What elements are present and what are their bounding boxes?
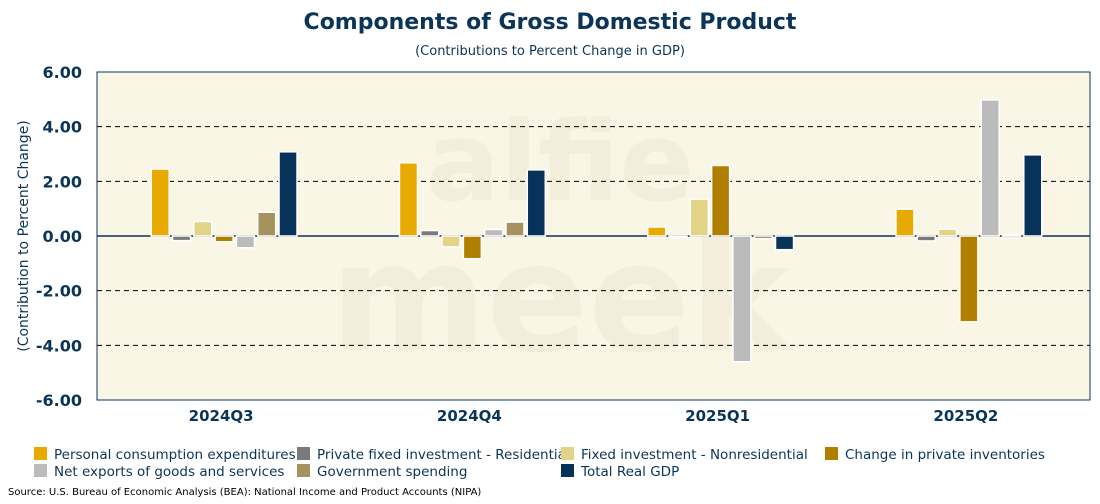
x-tick-label: 2025Q1	[685, 407, 750, 425]
bar-personal-consumption-expenditures-2024Q3	[150, 168, 170, 237]
bar-private-fixed-investment-residential-2025Q1	[668, 235, 688, 238]
y-tick-label: 2.00	[43, 172, 82, 191]
legend-swatch	[825, 447, 838, 460]
legend-label: Net exports of goods and services	[54, 464, 284, 480]
legend-label: Total Real GDP	[580, 464, 679, 480]
legend-swatch	[561, 464, 574, 477]
bar-change-in-private-inventories-2024Q4	[462, 235, 483, 260]
bar-net-exports-of-goods-and-services-2025Q1	[732, 235, 752, 363]
bar-government-spending-2024Q4	[505, 221, 525, 237]
bar-net-exports-of-goods-and-services-2025Q2	[980, 99, 1000, 237]
svg-text:alfie: alfie	[426, 98, 694, 226]
x-tick-label: 2024Q3	[189, 407, 254, 425]
bar-net-exports-of-goods-and-services-2024Q4	[483, 228, 504, 237]
legend-swatch	[297, 447, 310, 460]
bar-personal-consumption-expenditures-2025Q2	[895, 208, 915, 237]
legend-swatch	[297, 464, 310, 477]
legend-swatch	[34, 464, 47, 477]
legend-label: Government spending	[317, 464, 467, 480]
bar-net-exports-of-goods-and-services-2024Q3	[235, 235, 256, 249]
y-tick-label: 6.00	[43, 63, 82, 82]
bar-private-fixed-investment-residential-2025Q2	[916, 235, 937, 242]
bar-total-real-gdp-2025Q1	[774, 235, 795, 251]
bar-personal-consumption-expenditures-2024Q4	[398, 161, 419, 237]
x-tick-label: 2024Q4	[437, 407, 502, 425]
bar-fixed-investment-nonresidential-2025Q2	[937, 228, 958, 237]
legend-swatch	[34, 447, 47, 460]
legend-label: Fixed investment - Nonresidential	[581, 447, 808, 463]
legend-label: Change in private inventories	[845, 447, 1045, 463]
bar-total-real-gdp-2024Q3	[278, 151, 298, 237]
x-tick-label: 2025Q2	[933, 407, 998, 425]
watermark: alfie meek	[330, 98, 793, 386]
bar-change-in-private-inventories-2025Q2	[959, 235, 979, 323]
bar-total-real-gdp-2024Q4	[526, 169, 547, 237]
bar-personal-consumption-expenditures-2025Q1	[646, 226, 667, 237]
bar-change-in-private-inventories-2024Q3	[214, 235, 234, 243]
bar-fixed-investment-nonresidential-2024Q3	[193, 220, 213, 237]
chart-title: Components of Gross Domestic Product	[304, 10, 797, 35]
y-tick-label: -4.00	[36, 336, 82, 355]
legend-label: Personal consumption expenditures	[54, 447, 296, 463]
svg-text:meek: meek	[330, 212, 793, 386]
y-axis-label: (Contribution to Percent Change)	[16, 120, 32, 352]
y-tick-label: -6.00	[36, 391, 82, 410]
y-tick-label: 4.00	[43, 118, 82, 137]
bar-government-spending-2025Q2	[1001, 233, 1022, 237]
bar-change-in-private-inventories-2025Q1	[710, 164, 731, 237]
bar-government-spending-2024Q3	[256, 211, 277, 237]
chart-subtitle: (Contributions to Percent Change in GDP)	[415, 44, 685, 59]
bar-fixed-investment-nonresidential-2024Q4	[441, 235, 461, 248]
bar-private-fixed-investment-residential-2024Q4	[420, 229, 440, 237]
bar-private-fixed-investment-residential-2024Q3	[171, 235, 192, 242]
legend-swatch	[561, 447, 574, 460]
legend-label: Private fixed investment - Residential	[317, 447, 570, 463]
y-tick-label: -2.00	[36, 282, 82, 301]
bar-government-spending-2025Q1	[753, 235, 773, 240]
y-tick-label: 0.00	[43, 227, 82, 246]
bar-fixed-investment-nonresidential-2025Q1	[689, 198, 710, 237]
source-note: Source: U.S. Bureau of Economic Analysis…	[8, 487, 481, 498]
bar-total-real-gdp-2025Q2	[1023, 154, 1043, 237]
